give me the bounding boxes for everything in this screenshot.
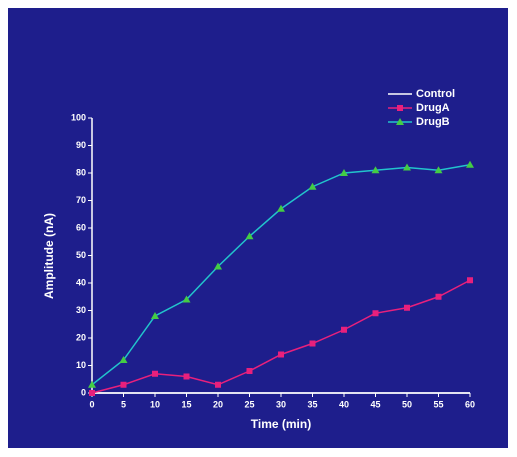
data-point <box>340 169 348 176</box>
y-tick-label: 0 <box>81 387 86 397</box>
y-tick-label: 90 <box>76 140 86 150</box>
legend-marker <box>397 105 403 111</box>
data-point <box>277 204 285 212</box>
x-tick-label: 50 <box>402 399 412 409</box>
data-point <box>404 304 410 311</box>
data-point <box>120 381 127 388</box>
legend-text: Control <box>416 88 455 100</box>
data-point <box>182 295 191 303</box>
data-point <box>245 232 254 240</box>
x-tick-label: 30 <box>276 399 286 409</box>
y-axis-label: Amplitude (nA) <box>42 213 56 299</box>
data-point <box>403 163 411 171</box>
y-tick-label: 40 <box>76 277 86 287</box>
y-tick-label: 60 <box>76 222 86 232</box>
data-point <box>89 390 95 396</box>
data-point <box>309 340 316 347</box>
x-tick-label: 60 <box>465 399 475 409</box>
y-tick-label: 100 <box>71 112 86 122</box>
data-point <box>467 277 473 284</box>
data-point <box>466 160 474 168</box>
data-point <box>308 182 317 190</box>
data-point <box>88 380 96 388</box>
y-tick-label: 50 <box>76 250 86 260</box>
x-tick-label: 20 <box>213 399 223 409</box>
data-point <box>435 293 442 300</box>
x-tick-label: 40 <box>339 399 349 409</box>
y-tick-label: 30 <box>76 305 86 315</box>
x-tick-label: 25 <box>244 399 254 409</box>
data-point <box>214 262 222 270</box>
x-tick-label: 10 <box>150 399 160 409</box>
data-point <box>246 368 253 374</box>
x-tick-label: 45 <box>370 399 380 409</box>
data-point <box>371 166 380 174</box>
legend-text: DrugB <box>416 116 450 128</box>
legend-marker <box>396 118 404 125</box>
data-point <box>151 312 159 319</box>
legend-text: DrugA <box>416 102 450 114</box>
y-tick-label: 70 <box>76 195 86 205</box>
data-point <box>119 356 128 363</box>
data-point <box>278 351 284 358</box>
x-axis-label: Time (min) <box>251 417 311 431</box>
data-point <box>152 370 158 377</box>
data-point <box>434 166 443 174</box>
data-point <box>215 381 221 388</box>
x-tick-label: 55 <box>433 399 443 409</box>
y-tick-label: 20 <box>76 332 86 342</box>
x-tick-label: 15 <box>181 399 191 409</box>
y-tick-label: 10 <box>76 360 86 370</box>
x-tick-label: 0 <box>89 399 94 409</box>
x-tick-label: 35 <box>307 399 317 409</box>
data-point <box>183 373 190 380</box>
data-point <box>372 310 379 317</box>
y-tick-label: 80 <box>76 167 86 177</box>
data-point <box>341 326 347 333</box>
x-tick-label: 5 <box>121 399 126 409</box>
